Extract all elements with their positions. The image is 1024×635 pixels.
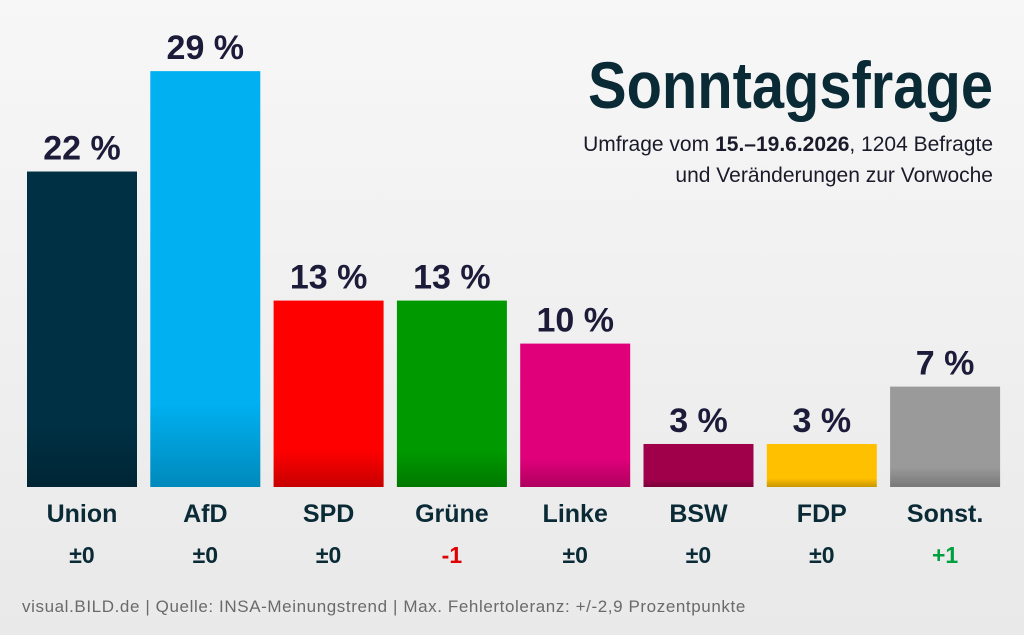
value-label: 7 % [916,345,975,383]
subtitle: und Veränderungen zur Vorwoche [675,164,993,187]
x-tick-label: FDP [797,500,847,528]
bar-shade [766,443,877,487]
bar-shade [273,300,384,487]
change-label: ±0 [316,542,341,568]
x-tick-label: Sonst. [907,500,983,528]
value-label: 3 % [793,402,852,440]
bar-shade [890,386,1001,487]
value-label: 13 % [413,259,491,297]
footer: visual.BILD.de | Quelle: INSA-Meinungstr… [22,597,746,616]
change-label: ±0 [686,542,711,568]
bar-shade [396,300,507,487]
subtitle: Umfrage vom 15.–19.6.2026, 1204 Befragte [583,133,993,156]
value-label: 3 % [669,402,728,440]
value-label: 22 % [43,130,121,168]
x-tick-label: BSW [669,500,728,528]
x-tick-label: Grüne [415,500,489,528]
x-tick-label: SPD [303,500,354,528]
change-label: ±0 [193,542,218,568]
x-tick-label: AfD [183,500,227,528]
bar-shade [150,71,261,487]
change-label: ±0 [69,542,94,568]
change-label: ±0 [562,542,587,568]
x-tick-label: Linke [543,500,608,528]
change-label: +1 [932,542,958,568]
chart-title: Sonntagsfrage [588,48,993,122]
subtitle-part: , 1204 Befragte [849,133,993,156]
bar-shade [27,171,137,487]
x-tick-label: Union [47,500,118,528]
value-label: 13 % [290,259,368,297]
value-label: 29 % [167,29,245,67]
value-label: 10 % [536,302,614,340]
bar-shade [520,343,631,487]
change-label: ±0 [809,542,834,568]
bar-shade [643,443,754,487]
change-label: -1 [442,542,463,568]
subtitle-part: Umfrage vom [583,133,709,156]
subtitle-date: 15.–19.6.2026 [715,133,849,156]
